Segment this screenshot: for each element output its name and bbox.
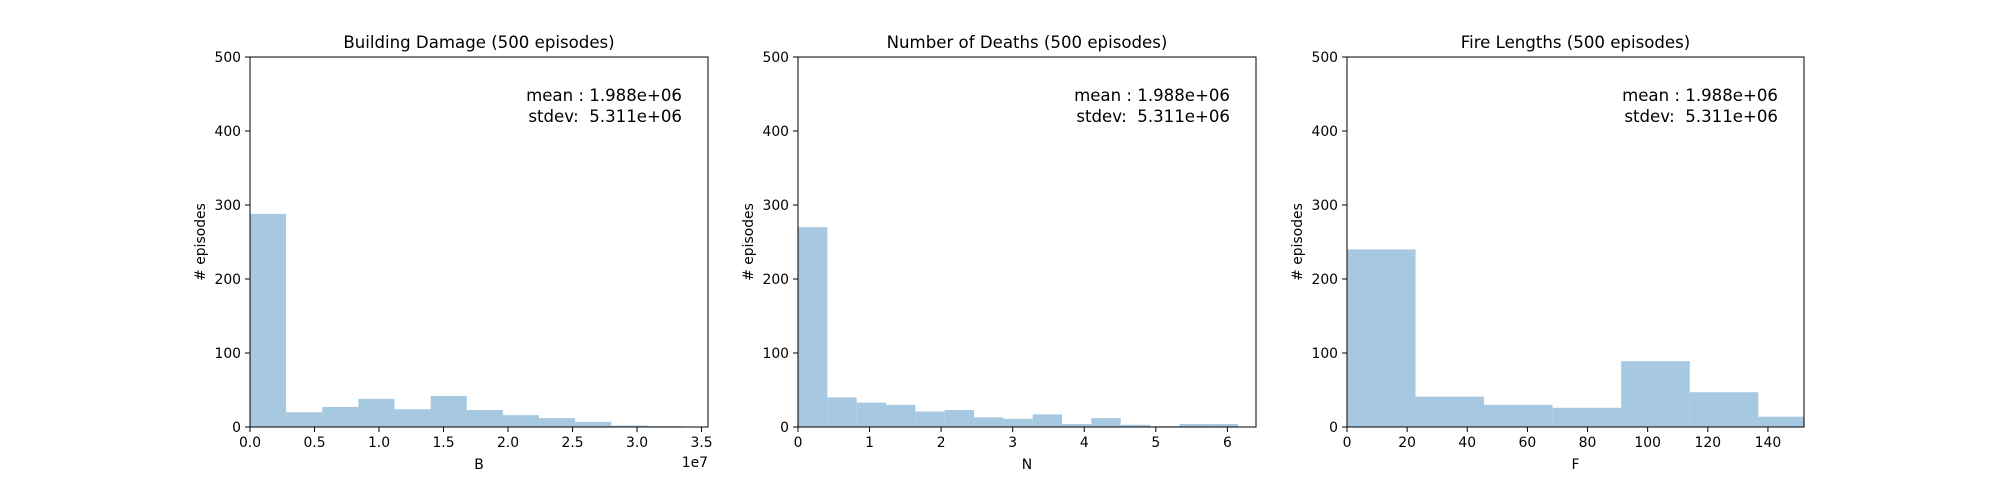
axes-frame xyxy=(249,56,709,428)
histogram-bar xyxy=(1179,424,1209,427)
histogram-bar xyxy=(886,404,916,427)
y-tick-label: 100 xyxy=(214,346,241,362)
histogram-bar xyxy=(322,407,359,427)
y-tick-label: 200 xyxy=(214,272,241,288)
y-tick-label: 500 xyxy=(214,50,241,66)
chart-title: Fire Lengths (500 episodes) xyxy=(1461,33,1690,52)
axes-frame xyxy=(1346,56,1805,428)
mean-annotation: mean : 1.988e+06 xyxy=(1074,86,1230,105)
chart-title: Number of Deaths (500 episodes) xyxy=(887,33,1168,52)
y-tick-label: 0 xyxy=(780,420,789,436)
stdev-annotation: stdev: 5.311e+06 xyxy=(1076,107,1230,126)
histogram-bar xyxy=(798,227,828,427)
chart-title: Building Damage (500 episodes) xyxy=(343,33,614,52)
mean-annotation: mean : 1.988e+06 xyxy=(526,86,682,105)
histogram-bar xyxy=(611,425,648,427)
histogram-bar xyxy=(1415,396,1485,427)
x-tick-label: 0 xyxy=(794,435,803,451)
x-tick-label: 4 xyxy=(1080,435,1089,451)
stdev-annotation: stdev: 5.311e+06 xyxy=(528,107,682,126)
chart-1: 0 1 2 3 4 5 6 0 100 200 300 400 500 Number of Deaths … xyxy=(741,33,1257,473)
x-tick-label: 1.0 xyxy=(368,435,390,451)
histogram-bar xyxy=(250,213,287,427)
x-tick-label: 2.0 xyxy=(497,435,519,451)
x-tick-label: 1 xyxy=(865,435,874,451)
histogram-bar xyxy=(1003,418,1033,427)
x-offset-label: 1e7 xyxy=(682,455,708,471)
histogram-bar xyxy=(538,418,576,427)
histogram-bar xyxy=(1120,424,1151,427)
x-tick-label: 80 xyxy=(1579,435,1597,451)
histogram-bar xyxy=(466,409,503,427)
histogram-bar xyxy=(1208,424,1239,427)
histogram-bar xyxy=(1062,424,1092,427)
histogram-bar xyxy=(1484,404,1553,427)
y-axis-label: # episodes xyxy=(193,203,209,281)
x-tick-label: 140 xyxy=(1755,435,1782,451)
x-tick-label: 1.5 xyxy=(432,435,454,451)
x-tick-label: 3.5 xyxy=(691,435,713,451)
mean-annotation: mean : 1.988e+06 xyxy=(1622,86,1778,105)
y-tick-label: 300 xyxy=(1311,198,1338,214)
x-tick-label: 0.5 xyxy=(303,435,325,451)
x-tick-label: 2.5 xyxy=(561,435,583,451)
histogram-bar xyxy=(1032,414,1063,427)
x-axis-label: B xyxy=(474,457,484,473)
y-tick-label: 400 xyxy=(762,124,789,140)
stdev-annotation: stdev: 5.311e+06 xyxy=(1624,107,1778,126)
x-tick-label: 40 xyxy=(1458,435,1476,451)
y-tick-label: 500 xyxy=(1311,50,1338,66)
y-tick-label: 400 xyxy=(214,124,241,140)
chart-2: 0 20 40 60 80 100 120 140 0 100 200 300 400 500 Fire L… xyxy=(1290,33,1805,473)
histogram-bar xyxy=(856,402,887,427)
y-tick-label: 300 xyxy=(214,198,241,214)
histogram-bar xyxy=(1621,361,1690,427)
x-tick-label: 3 xyxy=(1008,435,1017,451)
y-tick-label: 400 xyxy=(1311,124,1338,140)
histogram-bar xyxy=(974,417,1004,427)
histogram-bar xyxy=(1689,392,1759,427)
y-tick-label: 200 xyxy=(762,272,789,288)
histogram-bar xyxy=(394,409,431,427)
x-axis-label: N xyxy=(1022,457,1032,473)
x-tick-label: 20 xyxy=(1398,435,1416,451)
histogram-bar xyxy=(827,397,857,427)
histogram-bar xyxy=(575,421,612,427)
x-tick-label: 5 xyxy=(1151,435,1160,451)
histogram-bar xyxy=(1091,418,1121,427)
y-tick-label: 300 xyxy=(762,198,789,214)
histogram-bar xyxy=(915,411,945,427)
y-tick-label: 100 xyxy=(762,346,789,362)
x-tick-label: 60 xyxy=(1519,435,1537,451)
x-axis-label: F xyxy=(1572,457,1580,473)
chart-0: 0.0 0.5 1.0 1.5 2.0 2.5 3.0 3.5 0 100 200 300 400 500… xyxy=(193,33,713,473)
histogram-bar xyxy=(1552,407,1622,427)
x-tick-label: 120 xyxy=(1695,435,1722,451)
x-tick-label: 3.0 xyxy=(626,435,648,451)
histogram-bar xyxy=(430,395,467,427)
y-axis-label: # episodes xyxy=(741,203,757,281)
y-axis-label: # episodes xyxy=(1290,203,1306,281)
x-tick-label: 100 xyxy=(1634,435,1661,451)
x-tick-label: 0.0 xyxy=(239,435,261,451)
y-tick-label: 0 xyxy=(232,420,241,436)
histogram-bar xyxy=(1347,249,1416,427)
histogram-bar xyxy=(358,398,395,427)
y-tick-label: 100 xyxy=(1311,346,1338,362)
axes-frame xyxy=(797,56,1257,428)
histogram-bar xyxy=(286,412,323,427)
y-tick-label: 0 xyxy=(1329,420,1338,436)
x-tick-label: 0 xyxy=(1343,435,1352,451)
histogram-bar xyxy=(502,415,539,427)
y-tick-label: 500 xyxy=(762,50,789,66)
y-tick-label: 200 xyxy=(1311,272,1338,288)
x-tick-label: 6 xyxy=(1223,435,1232,451)
histogram-bar xyxy=(944,409,975,427)
x-tick-label: 2 xyxy=(937,435,946,451)
histogram-bar xyxy=(1758,416,1804,427)
